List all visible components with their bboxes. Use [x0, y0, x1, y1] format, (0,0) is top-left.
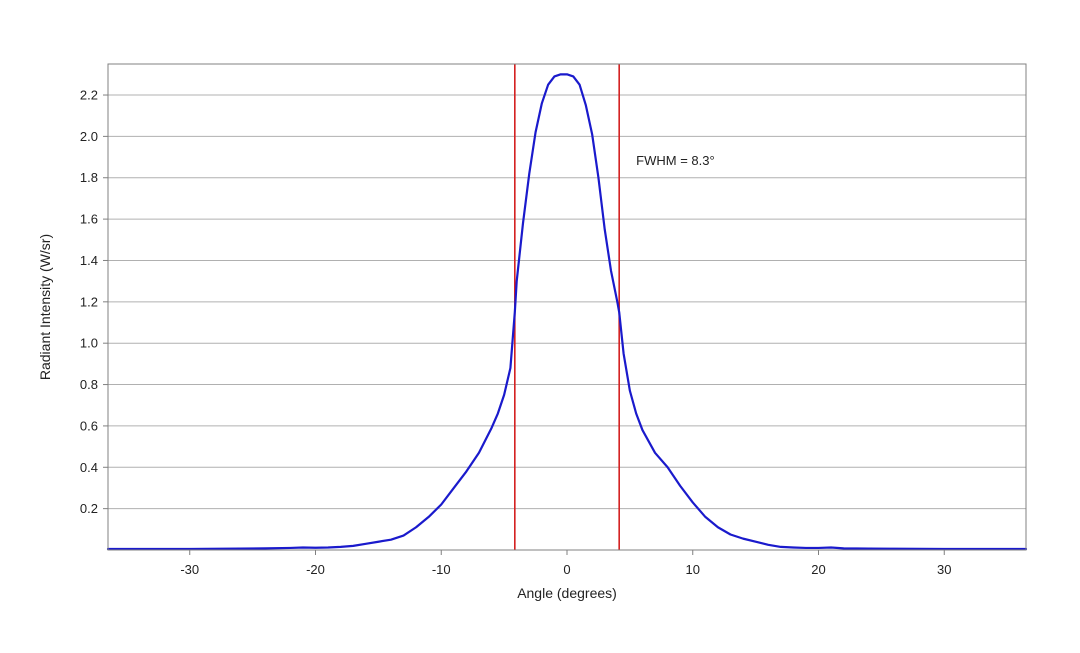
y-tick-label: 1.2: [80, 294, 98, 309]
x-axis-ticks: -30 -20 -10 0 10 20 30: [180, 550, 951, 577]
y-tick-label: 1.0: [80, 336, 98, 351]
plot-frame: [107, 63, 1027, 551]
x-tick-label: 10: [686, 562, 700, 577]
x-tick-label: 0: [563, 562, 570, 577]
y-axis-title: Radiant Intensity (W/sr): [37, 234, 53, 380]
y-tick-label: 0.6: [80, 418, 98, 433]
series-group: [106, 73, 1028, 551]
y-axis-ticks: 0.2 0.4 0.6 0.8 1.0 1.2 1.4 1.6 1.8 2.0 2.2: [80, 88, 108, 516]
fwhm-annotation: FWHM = 8.3°: [636, 153, 715, 168]
gridlines: [108, 94, 1026, 510]
y-tick-label: 2.0: [80, 129, 98, 144]
x-tick-label: -10: [432, 562, 451, 577]
x-axis-title: Angle (degrees): [517, 585, 617, 601]
y-tick-label: 1.6: [80, 212, 98, 227]
x-tick-label: -30: [180, 562, 199, 577]
y-tick-label: 0.2: [80, 501, 98, 516]
x-tick-label: -20: [306, 562, 325, 577]
x-tick-label: 30: [937, 562, 951, 577]
y-tick-label: 1.4: [80, 253, 98, 268]
fwhm-lines: [514, 64, 620, 550]
y-tick-label: 0.8: [80, 377, 98, 392]
y-tick-label: 2.2: [80, 88, 98, 103]
y-tick-label: 0.4: [80, 460, 98, 475]
y-tick-label: 1.8: [80, 170, 98, 185]
intensity-curve: [106, 73, 1028, 551]
x-tick-label: 20: [811, 562, 825, 577]
